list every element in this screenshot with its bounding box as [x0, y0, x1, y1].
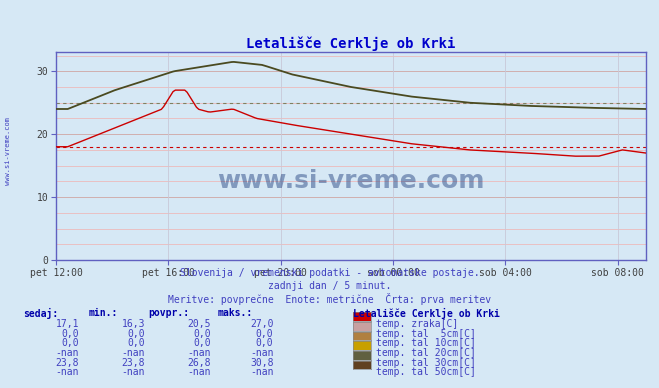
Text: 0,0: 0,0 [256, 329, 273, 339]
Text: -nan: -nan [250, 367, 273, 378]
Text: -nan: -nan [250, 348, 273, 358]
Text: Letališče Cerklje ob Krki: Letališče Cerklje ob Krki [353, 308, 500, 319]
Title: Letališče Cerklje ob Krki: Letališče Cerklje ob Krki [246, 37, 455, 51]
Text: 0,0: 0,0 [61, 338, 79, 348]
Text: 0,0: 0,0 [127, 338, 145, 348]
Text: temp. zraka[C]: temp. zraka[C] [376, 319, 459, 329]
Text: temp. tal 30cm[C]: temp. tal 30cm[C] [376, 358, 476, 368]
Text: min.:: min.: [89, 308, 119, 319]
Text: 0,0: 0,0 [193, 329, 211, 339]
Text: -nan: -nan [187, 348, 211, 358]
Text: 26,8: 26,8 [187, 358, 211, 368]
Text: temp. tal  5cm[C]: temp. tal 5cm[C] [376, 329, 476, 339]
Text: 23,8: 23,8 [121, 358, 145, 368]
Text: -nan: -nan [121, 367, 145, 378]
Text: -nan: -nan [55, 348, 79, 358]
Text: www.si-vreme.com: www.si-vreme.com [217, 169, 484, 193]
Text: 30,8: 30,8 [250, 358, 273, 368]
Text: 20,5: 20,5 [187, 319, 211, 329]
Text: zadnji dan / 5 minut.: zadnji dan / 5 minut. [268, 281, 391, 291]
Text: 17,1: 17,1 [55, 319, 79, 329]
Text: 27,0: 27,0 [250, 319, 273, 329]
Text: 23,8: 23,8 [55, 358, 79, 368]
Text: 0,0: 0,0 [61, 329, 79, 339]
Text: maks.:: maks.: [217, 308, 252, 319]
Text: -nan: -nan [55, 367, 79, 378]
Text: -nan: -nan [187, 367, 211, 378]
Text: 0,0: 0,0 [127, 329, 145, 339]
Text: 16,3: 16,3 [121, 319, 145, 329]
Text: temp. tal 20cm[C]: temp. tal 20cm[C] [376, 348, 476, 358]
Text: sedaj:: sedaj: [23, 308, 58, 319]
Text: 0,0: 0,0 [193, 338, 211, 348]
Text: Meritve: povprečne  Enote: metrične  Črta: prva meritev: Meritve: povprečne Enote: metrične Črta:… [168, 293, 491, 305]
Text: temp. tal 10cm[C]: temp. tal 10cm[C] [376, 338, 476, 348]
Text: Slovenija / vremenski podatki - avtomatske postaje.: Slovenija / vremenski podatki - avtomats… [180, 268, 479, 279]
Text: www.si-vreme.com: www.si-vreme.com [5, 117, 11, 185]
Text: povpr.:: povpr.: [148, 308, 189, 319]
Text: 0,0: 0,0 [256, 338, 273, 348]
Text: temp. tal 50cm[C]: temp. tal 50cm[C] [376, 367, 476, 378]
Text: -nan: -nan [121, 348, 145, 358]
